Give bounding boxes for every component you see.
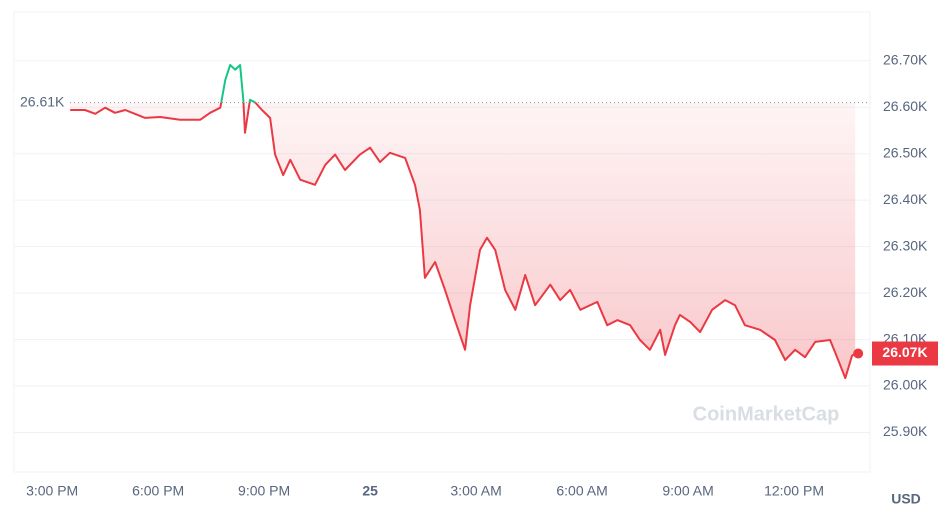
x-tick-label: 6:00 AM: [556, 483, 607, 499]
y-tick-label: 26.70K: [883, 51, 928, 67]
y-tick-label: 26.30K: [883, 237, 928, 253]
reference-badge: [14, 91, 70, 114]
x-tick-label: 12:00 PM: [764, 483, 824, 499]
x-tick-label: 6:00 PM: [132, 483, 184, 499]
y-tick-label: 25.90K: [883, 423, 928, 439]
x-tick-label: 25: [362, 483, 378, 499]
y-tick-label: 26.20K: [883, 284, 928, 300]
plot-frame: [13, 11, 871, 473]
y-tick-label: 26.40K: [883, 191, 928, 207]
y-tick-label: 26.00K: [883, 377, 928, 393]
watermark: CoinMarketCap: [693, 403, 840, 425]
current-price-label: 26.07K: [882, 344, 927, 360]
x-tick-label: 9:00 PM: [238, 483, 290, 499]
y-tick-label: 26.60K: [883, 98, 928, 114]
current-dot: [853, 348, 864, 359]
x-tick-label: 3:00 AM: [450, 483, 501, 499]
reference-label: 26.61K: [20, 93, 65, 109]
y-tick-label: 26.50K: [883, 144, 928, 160]
area: [70, 102, 856, 379]
price-line-down: [70, 102, 856, 380]
price-line-up: [220, 64, 257, 103]
currency-label: USD: [891, 491, 921, 507]
x-tick-label: 3:00 PM: [26, 483, 78, 499]
x-tick-label: 9:00 AM: [662, 483, 713, 499]
current-badge: [872, 341, 938, 366]
